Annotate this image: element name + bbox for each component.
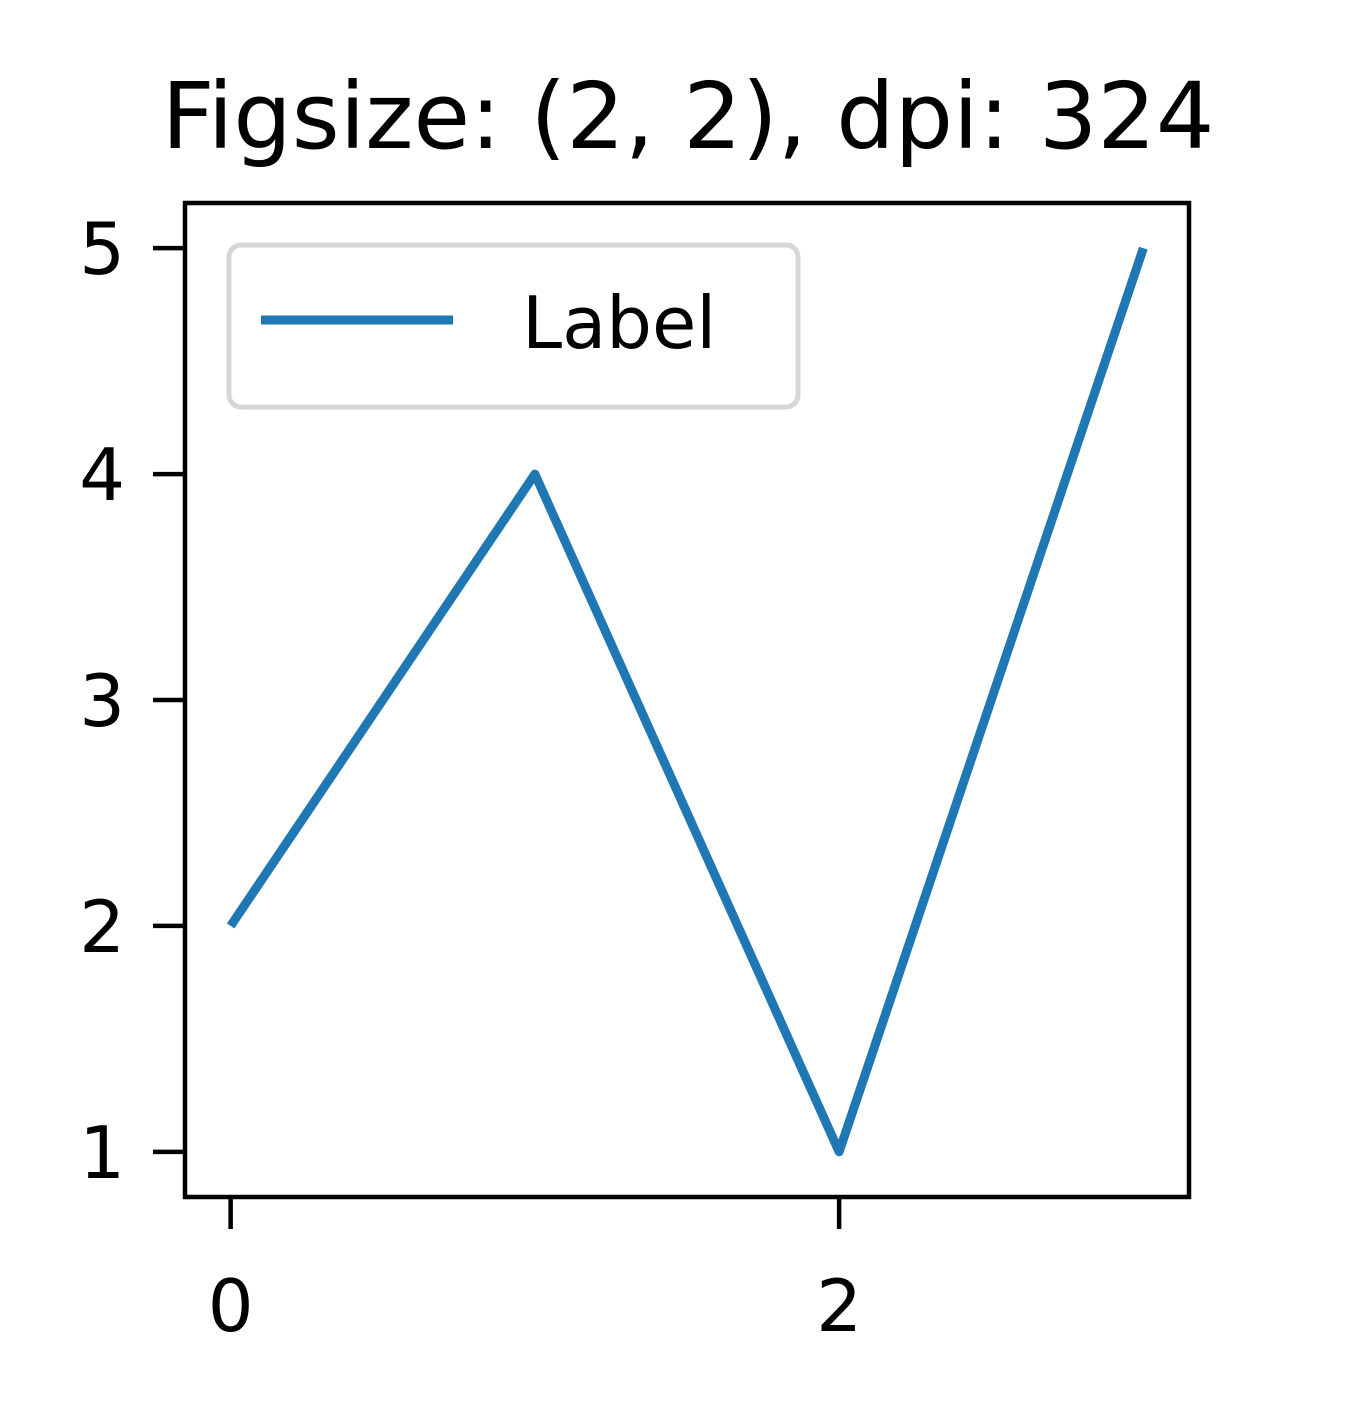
- y-tick-label: 3: [79, 659, 125, 743]
- x-tick-label: 0: [208, 1264, 254, 1348]
- series-layer: [226, 246, 1148, 1157]
- y-axis-ticks: 1 2 3 4 5: [79, 207, 185, 1195]
- y-tick-label: 1: [79, 1111, 125, 1195]
- series-line-label: [226, 246, 1148, 1157]
- plot-frame: [182, 200, 1192, 1200]
- y-tick-label: 4: [79, 433, 125, 517]
- legend-label: Label: [522, 281, 716, 365]
- legend-box: [226, 242, 801, 410]
- legend: Label: [226, 242, 801, 410]
- y-tick-label: 5: [79, 207, 125, 291]
- x-tick-label: 2: [816, 1264, 862, 1348]
- y-tick-label: 2: [79, 885, 125, 969]
- chart-title: Figsize: (2, 2), dpi: 324: [162, 63, 1215, 170]
